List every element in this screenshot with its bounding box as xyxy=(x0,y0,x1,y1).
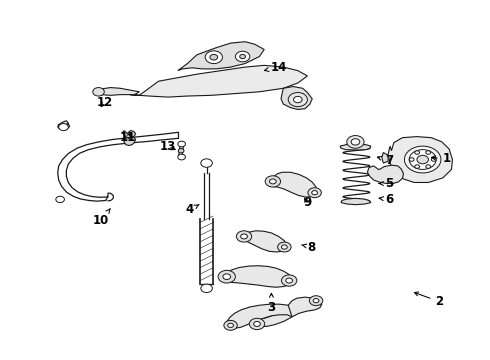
Circle shape xyxy=(281,245,287,249)
Circle shape xyxy=(286,278,293,283)
Circle shape xyxy=(313,298,319,303)
Circle shape xyxy=(417,155,428,164)
Circle shape xyxy=(431,158,436,161)
Circle shape xyxy=(210,54,218,60)
Text: 14: 14 xyxy=(265,60,287,73)
Circle shape xyxy=(59,123,68,131)
Polygon shape xyxy=(382,153,388,163)
Text: 9: 9 xyxy=(303,197,312,210)
Circle shape xyxy=(278,242,291,252)
Circle shape xyxy=(178,141,185,147)
Polygon shape xyxy=(124,137,136,145)
Text: 13: 13 xyxy=(160,140,176,153)
Circle shape xyxy=(409,150,436,170)
Text: 1: 1 xyxy=(431,152,451,165)
Circle shape xyxy=(224,320,237,330)
Circle shape xyxy=(312,190,318,195)
Circle shape xyxy=(254,321,260,327)
Circle shape xyxy=(308,188,321,198)
Circle shape xyxy=(309,296,323,306)
Circle shape xyxy=(249,318,265,330)
Text: 4: 4 xyxy=(186,203,199,216)
Circle shape xyxy=(178,154,185,160)
Polygon shape xyxy=(122,131,136,138)
Text: 7: 7 xyxy=(377,154,393,167)
Text: 8: 8 xyxy=(302,240,316,253)
Circle shape xyxy=(265,176,281,187)
Polygon shape xyxy=(130,66,307,97)
Polygon shape xyxy=(178,42,264,71)
Circle shape xyxy=(288,93,307,107)
Polygon shape xyxy=(341,198,371,205)
Circle shape xyxy=(93,87,104,96)
Polygon shape xyxy=(267,172,317,197)
Circle shape xyxy=(223,274,231,279)
Text: 2: 2 xyxy=(415,292,443,308)
Polygon shape xyxy=(241,231,287,252)
Polygon shape xyxy=(58,121,70,130)
Circle shape xyxy=(56,196,65,203)
Polygon shape xyxy=(368,165,403,184)
Text: 5: 5 xyxy=(379,177,393,190)
Polygon shape xyxy=(281,86,312,109)
Circle shape xyxy=(218,270,235,283)
Circle shape xyxy=(426,165,431,168)
Circle shape xyxy=(347,136,364,148)
Circle shape xyxy=(178,149,184,153)
Text: 12: 12 xyxy=(97,96,113,109)
Circle shape xyxy=(404,146,441,173)
Polygon shape xyxy=(252,297,322,327)
Text: 11: 11 xyxy=(119,131,135,144)
Text: 6: 6 xyxy=(379,193,393,206)
Circle shape xyxy=(235,51,250,62)
Circle shape xyxy=(270,179,276,184)
Circle shape xyxy=(228,323,233,328)
Circle shape xyxy=(415,151,419,154)
Circle shape xyxy=(409,158,414,161)
Polygon shape xyxy=(96,87,139,95)
Circle shape xyxy=(294,96,302,103)
Circle shape xyxy=(201,159,212,167)
Polygon shape xyxy=(388,136,452,183)
Circle shape xyxy=(236,231,252,242)
Circle shape xyxy=(426,151,431,154)
Circle shape xyxy=(415,165,419,168)
Polygon shape xyxy=(340,144,371,150)
Circle shape xyxy=(351,139,360,145)
Circle shape xyxy=(241,234,247,239)
Text: 3: 3 xyxy=(268,293,275,314)
Circle shape xyxy=(240,54,245,59)
Polygon shape xyxy=(227,304,292,328)
Polygon shape xyxy=(222,266,292,287)
Circle shape xyxy=(205,51,222,64)
Circle shape xyxy=(281,275,297,286)
Text: 10: 10 xyxy=(93,209,110,227)
Circle shape xyxy=(201,284,212,293)
